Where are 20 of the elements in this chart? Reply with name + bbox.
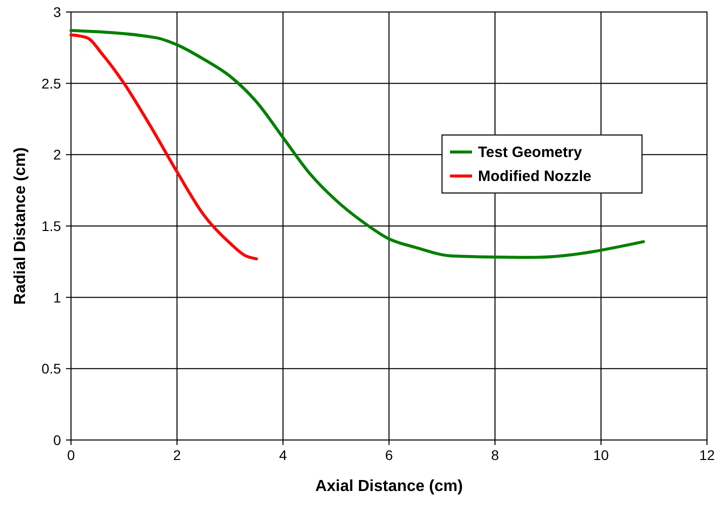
y-tick-label: 1 <box>53 289 62 306</box>
line-series <box>70 29 645 259</box>
y-tick-label: 1.5 <box>42 218 62 234</box>
y-tick-label: 0 <box>53 432 62 448</box>
y-tick-label: 2 <box>53 146 62 163</box>
x-tick-label: 0 <box>67 447 76 463</box>
legend-label: Modified Nozzle <box>478 168 592 185</box>
line-series <box>70 33 258 260</box>
y-tick-label: 2.5 <box>42 75 62 92</box>
y-axis-title: Radial Distance (cm) <box>12 147 29 305</box>
x-tick-label: 4 <box>279 447 288 463</box>
y-tick-label: 3 <box>53 4 62 20</box>
x-tick-label: 12 <box>699 447 715 463</box>
x-tick-label: 2 <box>173 447 182 463</box>
x-tick-label: 10 <box>593 447 609 463</box>
legend-label: Test Geometry <box>478 144 583 161</box>
x-axis-title: Axial Distance (cm) <box>315 478 463 495</box>
x-tick-label: 8 <box>491 447 500 463</box>
y-tick-label: 0.5 <box>42 360 62 377</box>
x-tick-label: 6 <box>385 447 394 463</box>
